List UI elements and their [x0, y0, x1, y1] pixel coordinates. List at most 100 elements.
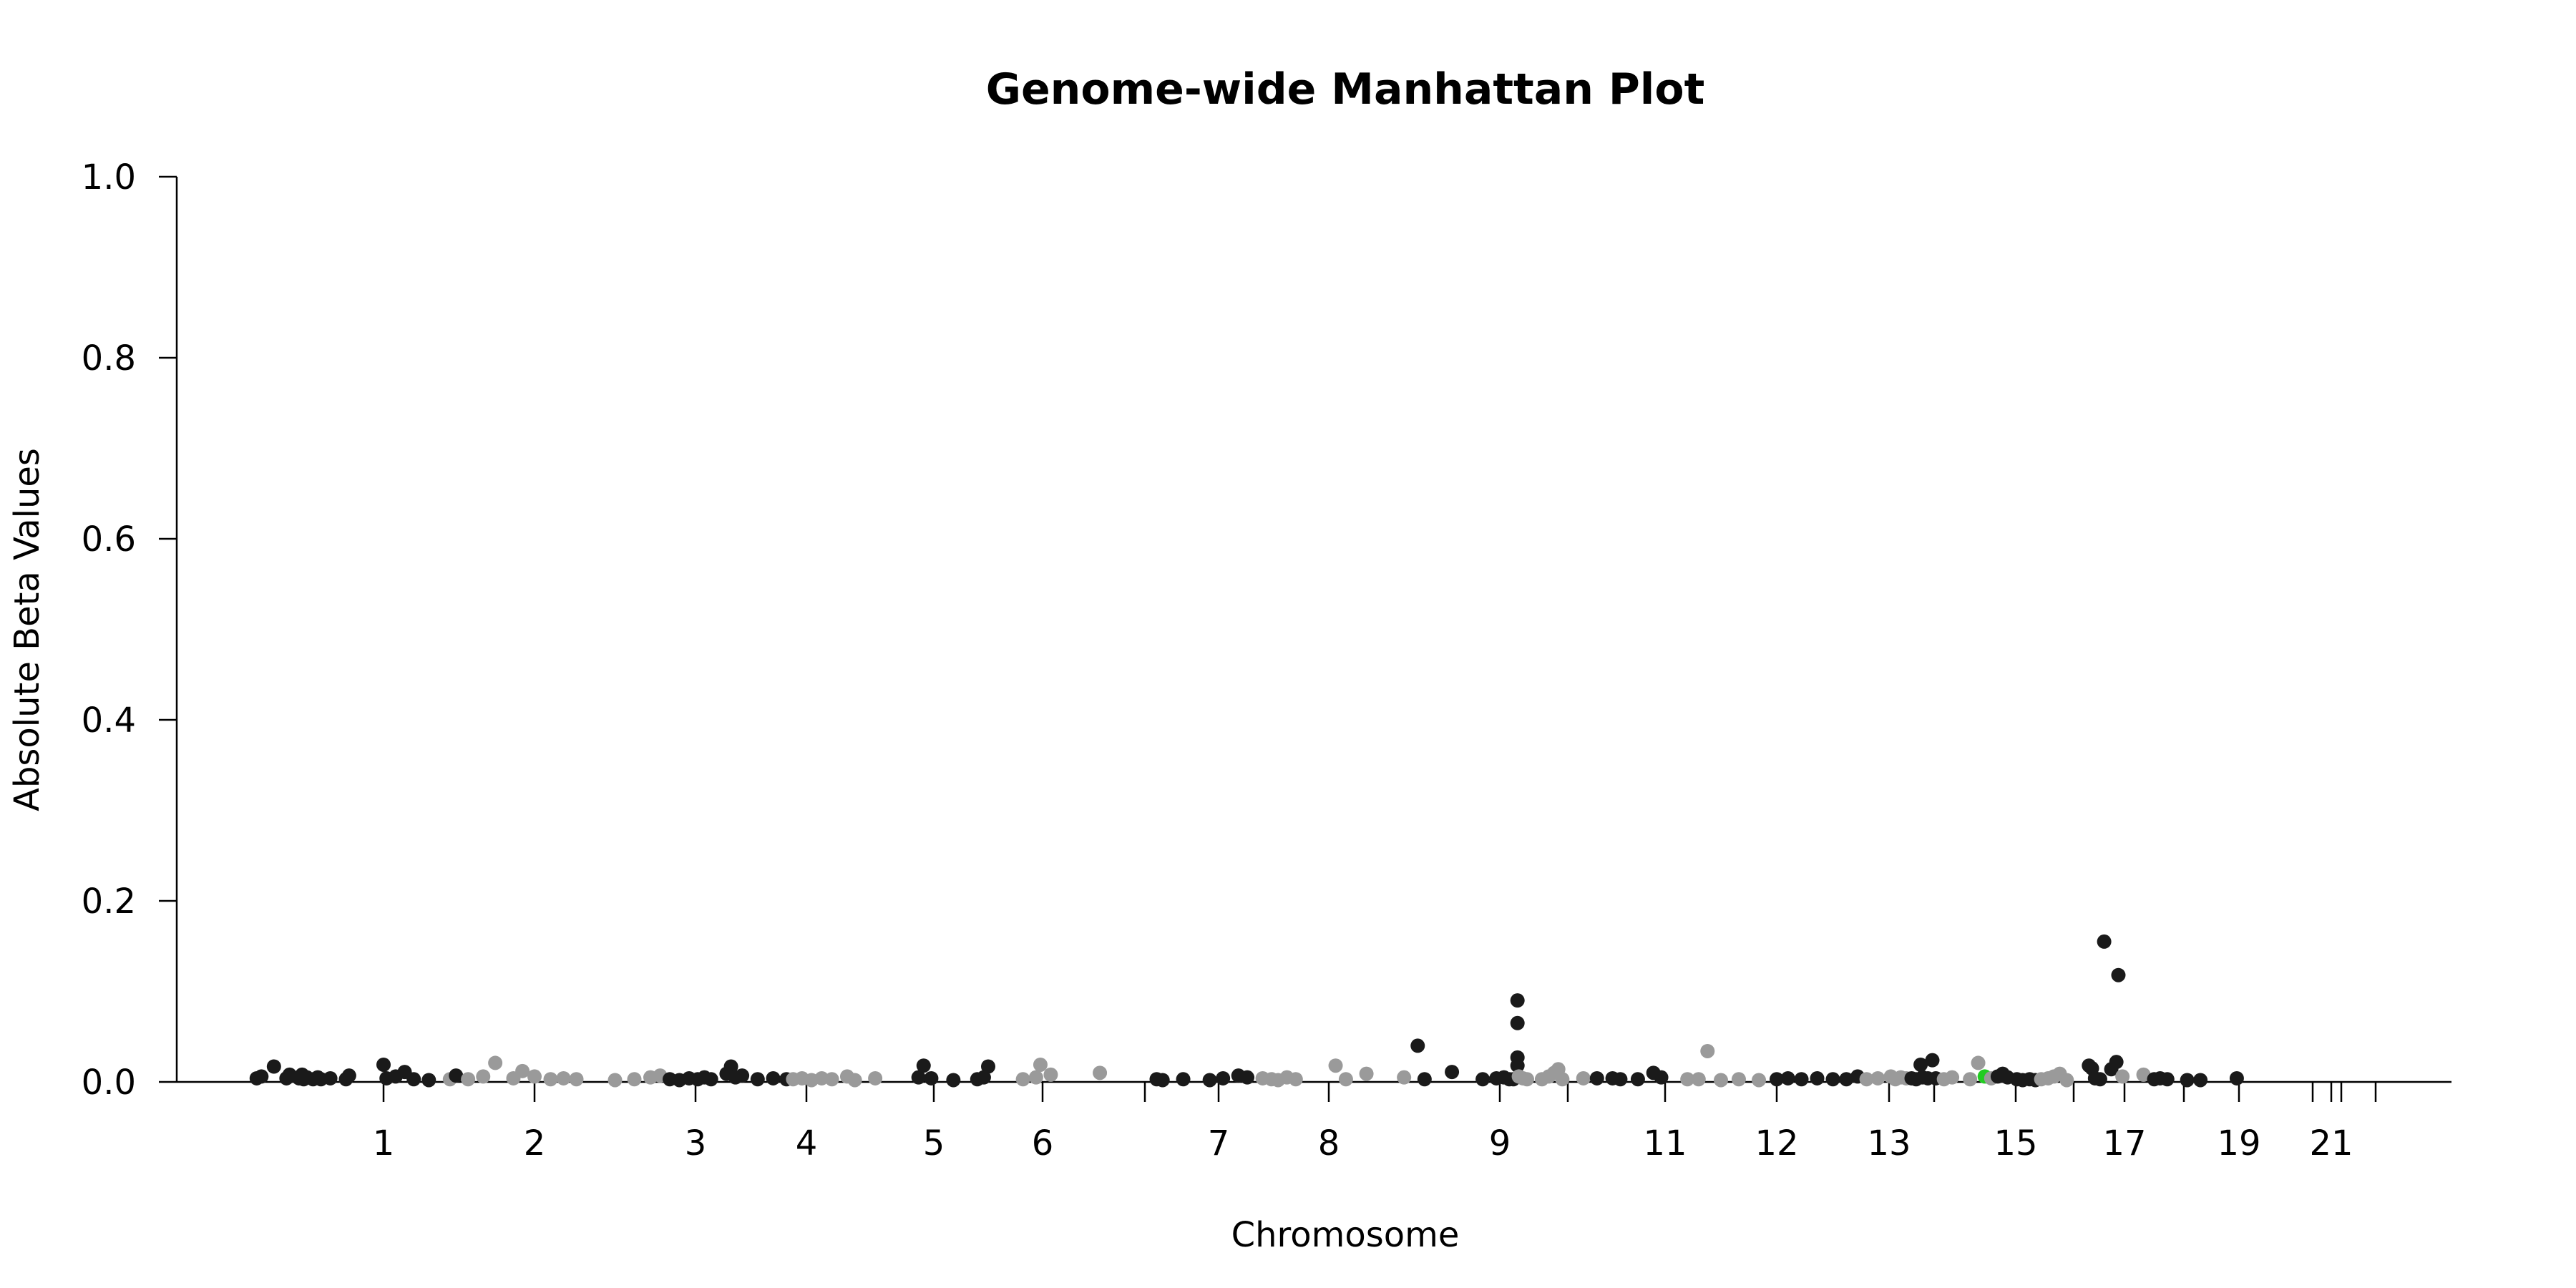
- data-point: [1520, 1072, 1534, 1087]
- data-point: [847, 1073, 862, 1088]
- data-point: [406, 1072, 421, 1087]
- data-points: [249, 934, 2244, 1088]
- data-point: [2097, 934, 2112, 949]
- data-point: [2229, 1070, 2244, 1085]
- data-point: [476, 1069, 491, 1084]
- data-point: [1043, 1067, 1058, 1082]
- data-point: [924, 1070, 939, 1085]
- x-tick-label: 7: [1208, 1123, 1230, 1163]
- data-point: [976, 1070, 991, 1085]
- data-point: [2109, 1055, 2124, 1070]
- data-point: [449, 1068, 464, 1083]
- data-point: [1925, 1053, 1940, 1068]
- data-point: [1555, 1072, 1570, 1087]
- data-point: [1397, 1070, 1412, 1085]
- data-point: [2136, 1067, 2151, 1082]
- x-tick-label: 5: [923, 1123, 945, 1163]
- data-point: [703, 1072, 718, 1087]
- y-tick-label: 0.4: [82, 701, 136, 741]
- data-point: [1359, 1066, 1374, 1081]
- x-tick-label: 21: [2309, 1123, 2353, 1163]
- data-point: [2115, 1069, 2130, 1084]
- x-tick-label: 4: [796, 1123, 818, 1163]
- data-point: [766, 1070, 781, 1085]
- data-point: [1859, 1072, 1874, 1087]
- data-point: [569, 1072, 584, 1087]
- x-tick-label: 15: [1994, 1123, 2037, 1163]
- data-point: [2092, 1072, 2107, 1087]
- data-point: [627, 1072, 642, 1087]
- data-point: [1810, 1070, 1825, 1085]
- y-axis-ticks: 0.0 0.2 0.4 0.6 0.8 1.0: [82, 157, 177, 1103]
- data-point: [515, 1063, 530, 1078]
- data-point: [1963, 1072, 1978, 1087]
- data-point: [1338, 1072, 1353, 1087]
- data-point: [1510, 993, 1525, 1008]
- data-point: [608, 1073, 623, 1088]
- data-point: [981, 1059, 995, 1074]
- data-point: [1731, 1072, 1746, 1087]
- x-axis-ticks: 1 2 3 4 5 6 7 8 9 11 12 13 15 17 19 21: [373, 1082, 2377, 1163]
- data-point: [1654, 1070, 1669, 1085]
- data-point: [1015, 1072, 1030, 1087]
- data-point: [750, 1072, 765, 1087]
- data-point: [254, 1069, 269, 1084]
- data-point: [1510, 1015, 1525, 1030]
- x-tick-label: 12: [1755, 1123, 1798, 1163]
- data-point: [376, 1057, 391, 1072]
- data-point: [1202, 1073, 1217, 1088]
- data-point: [1176, 1072, 1191, 1087]
- data-point: [1240, 1070, 1255, 1085]
- data-point: [1216, 1070, 1231, 1085]
- x-tick-label: 2: [524, 1123, 546, 1163]
- x-tick-label: 8: [1318, 1123, 1340, 1163]
- data-point: [1794, 1072, 1809, 1087]
- data-point: [556, 1070, 571, 1085]
- data-point: [1475, 1072, 1491, 1087]
- y-axis-label: Absolute Beta Values: [7, 448, 47, 811]
- data-point: [1445, 1065, 1460, 1080]
- data-point: [1630, 1072, 1645, 1087]
- x-tick-label: 13: [1867, 1123, 1911, 1163]
- chart-title: Genome-wide Manhattan Plot: [986, 64, 1705, 114]
- data-point: [1033, 1057, 1048, 1072]
- data-point: [1288, 1072, 1303, 1087]
- data-point: [2193, 1073, 2208, 1088]
- data-point: [1870, 1070, 1885, 1085]
- data-point: [341, 1068, 356, 1083]
- data-point: [323, 1070, 338, 1085]
- data-point: [1576, 1070, 1591, 1085]
- x-tick-label: 11: [1643, 1123, 1687, 1163]
- data-point: [1589, 1070, 1604, 1085]
- data-point: [527, 1069, 542, 1084]
- data-point: [1700, 1043, 1715, 1058]
- data-point: [266, 1059, 281, 1074]
- data-point: [2059, 1073, 2074, 1088]
- data-point: [1328, 1058, 1343, 1073]
- data-point: [1155, 1073, 1170, 1088]
- data-point: [2111, 967, 2126, 982]
- data-point: [1770, 1072, 1784, 1087]
- x-tick-label: 3: [685, 1123, 707, 1163]
- y-tick-label: 1.0: [82, 157, 136, 197]
- data-point: [421, 1073, 436, 1088]
- data-point: [916, 1058, 931, 1073]
- x-tick-label: 17: [2102, 1123, 2146, 1163]
- y-tick-label: 0.0: [82, 1063, 136, 1103]
- data-point: [911, 1070, 926, 1085]
- data-point: [1093, 1065, 1108, 1080]
- data-point: [1410, 1038, 1425, 1053]
- data-point: [723, 1059, 738, 1074]
- data-point: [543, 1072, 558, 1087]
- data-point: [1971, 1055, 1986, 1070]
- data-point: [1825, 1072, 1840, 1087]
- data-point: [488, 1055, 503, 1070]
- data-point: [946, 1073, 961, 1088]
- data-point: [824, 1072, 839, 1087]
- data-point: [461, 1072, 476, 1087]
- x-tick-label: 6: [1032, 1123, 1054, 1163]
- data-point: [1945, 1070, 1960, 1085]
- data-point: [1839, 1072, 1854, 1087]
- x-tick-label: 9: [1489, 1123, 1511, 1163]
- data-point: [1028, 1070, 1043, 1085]
